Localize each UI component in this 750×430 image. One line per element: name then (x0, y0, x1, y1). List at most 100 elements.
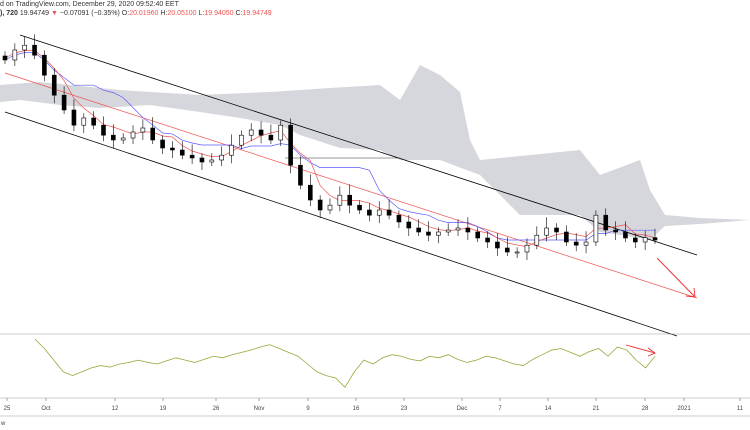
candle (150, 117, 156, 144)
candle (564, 225, 569, 246)
x-tick-label: 11 (737, 406, 744, 412)
candle (22, 36, 27, 58)
x-tick-label: Dec (457, 406, 468, 412)
low-label: L: (198, 10, 205, 17)
oscillator-line (34, 338, 656, 388)
channel-bottom-line[interactable] (4, 111, 678, 337)
candle (189, 144, 195, 164)
candle (120, 133, 126, 144)
candle (652, 228, 658, 244)
candle (357, 200, 362, 214)
candle (268, 124, 274, 144)
x-tick-label: 16 (353, 406, 360, 412)
candle (61, 86, 67, 114)
candle (504, 237, 510, 256)
change: −0.07091 (−0.35%) (59, 10, 120, 17)
x-tick-label: 25 (4, 406, 11, 412)
x-tick-label: 23 (401, 406, 408, 412)
candle (524, 238, 530, 260)
x-tick-label: Nov (254, 406, 265, 412)
candle (406, 215, 412, 236)
candle (101, 116, 106, 142)
candle (347, 184, 352, 214)
candle (465, 217, 471, 240)
candle (583, 231, 589, 254)
candle (367, 203, 372, 222)
candle (179, 141, 185, 160)
candle (258, 121, 264, 144)
x-tick-label: 28 (642, 406, 649, 412)
header-published: d on TradingView.com, December 29, 2020 … (0, 1, 179, 8)
channel-top-line[interactable] (19, 34, 698, 256)
candle (71, 99, 77, 132)
interval: ), 720 (0, 10, 18, 17)
candle (327, 198, 333, 214)
candle (593, 210, 599, 246)
last-price: 19.94749 (19, 10, 50, 17)
x-tick-label: 14 (545, 406, 552, 412)
candle (544, 217, 549, 242)
x-tick-label: 12 (112, 406, 119, 412)
osc-arrow (625, 344, 656, 357)
header-ohlc: ), 720 19.94749 ▼ −0.07091 (−0.35%) O:20… (0, 10, 272, 17)
x-tick-label: Oct (41, 406, 51, 412)
candle (170, 141, 175, 158)
x-tick-label: 2021 (677, 406, 691, 412)
candle (42, 50, 47, 82)
candle (337, 186, 343, 212)
footer-text: w (0, 421, 6, 427)
candle (445, 223, 451, 236)
candle (633, 233, 638, 248)
candle (554, 223, 559, 240)
candle (642, 230, 648, 250)
candle (219, 146, 224, 166)
candle (436, 227, 441, 244)
candle (111, 124, 116, 148)
candle (485, 231, 490, 248)
candle (475, 227, 481, 242)
open-label: O: (121, 10, 130, 17)
candle (386, 199, 392, 220)
candle (81, 113, 87, 134)
candle (130, 125, 136, 144)
high-label: H: (160, 10, 168, 17)
close-label: C: (235, 10, 243, 17)
candle (426, 221, 431, 242)
candle (534, 226, 540, 250)
x-tick-label: 21 (593, 406, 600, 412)
open-value: 20.01960 (129, 10, 159, 17)
candle (91, 111, 96, 130)
candle (573, 233, 579, 252)
candle (32, 34, 37, 60)
candle (199, 153, 205, 170)
candle (229, 134, 234, 164)
close-value: 19.94749 (242, 10, 272, 17)
forecast-arrow (656, 257, 696, 298)
candle (298, 156, 303, 190)
channel-mid-line[interactable] (4, 72, 698, 299)
candle (12, 43, 18, 66)
candle (51, 68, 57, 104)
candle (455, 219, 461, 236)
candle (613, 221, 618, 240)
high-value: 20.05100 (167, 10, 197, 17)
candle (308, 174, 313, 206)
x-tick-label: 19 (160, 406, 167, 412)
candle (248, 123, 254, 142)
candle (396, 210, 402, 228)
candle (140, 119, 146, 140)
candle (317, 195, 323, 218)
candle (376, 201, 382, 224)
down-arrow-icon: ▼ (51, 10, 58, 17)
candle (2, 51, 8, 64)
x-tick-label: 9 (306, 406, 310, 412)
candle (514, 247, 520, 258)
low-value: 19.94050 (204, 10, 234, 17)
candle (495, 233, 500, 256)
x-tick-label: 7 (498, 406, 502, 412)
candle (209, 153, 215, 166)
candle (239, 130, 244, 150)
candle (288, 118, 293, 174)
